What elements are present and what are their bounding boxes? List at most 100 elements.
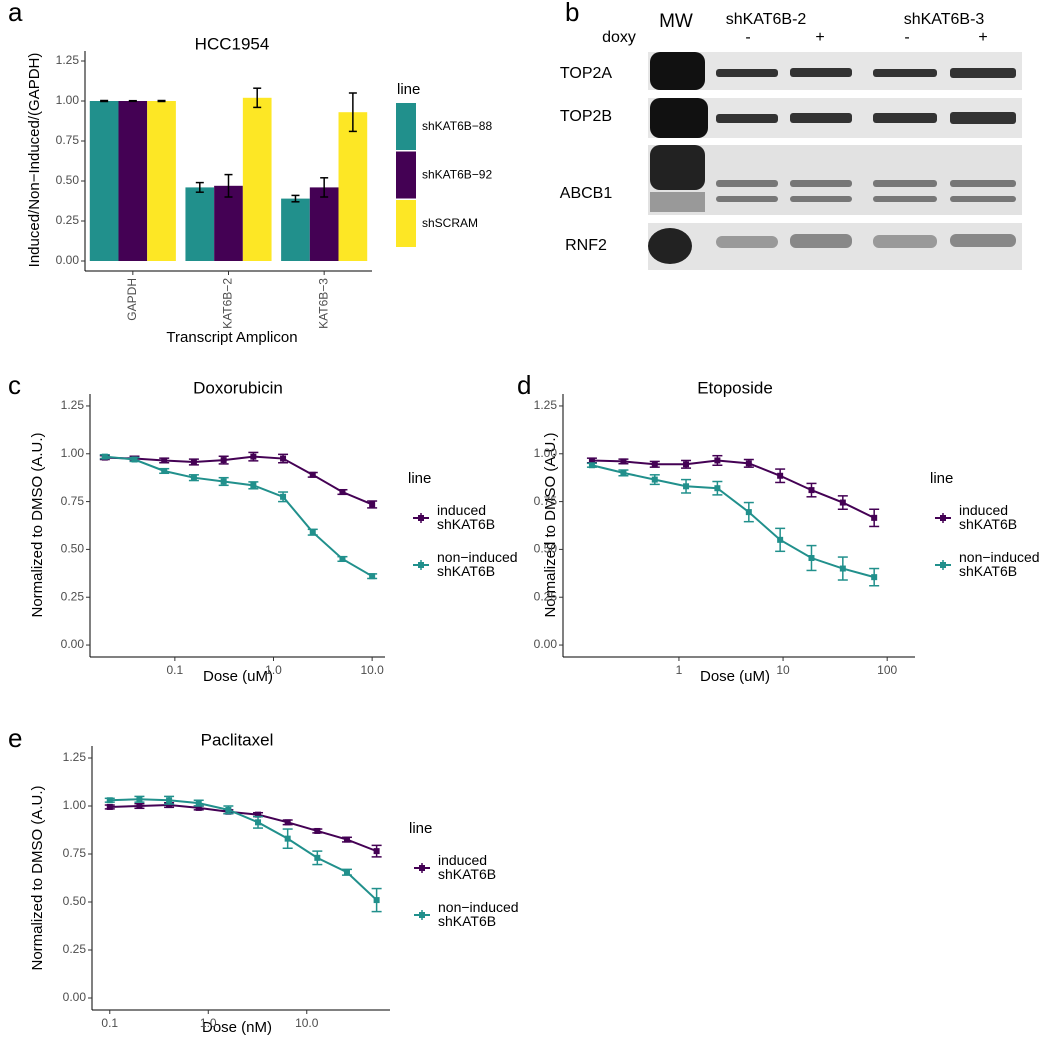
panel-label: b: [565, 0, 579, 27]
legend-key: [419, 912, 425, 918]
chart-title: Doxorubicin: [193, 378, 283, 397]
y-tick-label: 0.00: [534, 637, 558, 651]
mw-band: [650, 145, 705, 190]
bar: [309, 187, 339, 261]
x-tick-label: 1.0: [265, 663, 282, 677]
data-point: [280, 455, 287, 462]
y-tick-label: 0.75: [56, 133, 80, 147]
data-point: [255, 811, 262, 818]
data-point: [683, 461, 690, 468]
legend-label: shSCRAM: [422, 216, 478, 230]
y-tick-label: 0.50: [63, 894, 87, 908]
y-tick-label: 1.00: [56, 93, 80, 107]
legend-title: line: [409, 820, 432, 837]
data-point: [588, 462, 595, 469]
data-point: [106, 803, 113, 810]
data-point: [339, 489, 346, 496]
x-tick-label: 1: [676, 663, 683, 677]
data-point: [250, 482, 257, 489]
y-tick-label: 0.00: [61, 637, 85, 651]
x-tick-label: 10: [776, 663, 790, 677]
data-point: [620, 458, 627, 465]
data-point: [190, 474, 197, 481]
y-tick-label: 0.25: [56, 213, 80, 227]
data-point: [166, 802, 173, 809]
x-tick-label: 1.0: [200, 1016, 217, 1030]
mw-band: [648, 228, 692, 264]
legend-label: induced shKAT6B: [959, 502, 1018, 532]
data-point: [651, 476, 658, 483]
data-point: [161, 467, 168, 474]
treatment-mark: +: [815, 29, 824, 46]
panel-label: c: [8, 370, 21, 400]
series-line: [109, 798, 378, 901]
legend-key: [396, 200, 416, 247]
data-point: [871, 514, 878, 521]
y-tick-label: 1.25: [56, 53, 80, 67]
legend-title: line: [408, 470, 431, 487]
data-point: [314, 854, 321, 861]
data-point: [280, 493, 287, 500]
legend-label: induced shKAT6B: [437, 502, 496, 532]
data-point: [839, 499, 846, 506]
data-point: [714, 485, 721, 492]
series-line: [591, 464, 875, 579]
legend-title: line: [930, 470, 953, 487]
y-axis-title: Normalized to DMSO (A.U.): [29, 432, 46, 617]
data-point: [136, 803, 143, 809]
data-point: [871, 574, 878, 581]
y-tick-label: 0.75: [534, 494, 558, 508]
group-label: shKAT6B-3: [904, 11, 985, 28]
bar: [147, 101, 176, 261]
x-tick-label: 0.1: [101, 1016, 118, 1030]
bands: [716, 180, 1016, 248]
y-tick-label: 1.00: [63, 798, 87, 812]
y-axis-title: Normalized to DMSO (A.U.): [29, 785, 46, 970]
data-point: [588, 457, 595, 464]
legend-label: non−induced shKAT6B: [959, 549, 1040, 579]
series-line: [104, 455, 373, 506]
data-point: [136, 796, 143, 803]
data-point: [777, 472, 784, 479]
x-tick-label: KAT6B−2: [221, 278, 235, 329]
row-label: TOP2A: [560, 65, 613, 82]
data-point: [343, 869, 350, 876]
legend-label: non−induced shKAT6B: [437, 549, 518, 579]
legend-key: [418, 515, 424, 521]
legend-key: [419, 865, 425, 871]
x-tick-label: 0.1: [167, 663, 184, 677]
data-point: [131, 456, 138, 463]
data-point: [284, 835, 291, 842]
treatment-label: doxy: [602, 29, 636, 46]
data-point: [220, 457, 227, 464]
data-point: [284, 819, 291, 826]
legend-title: line: [397, 81, 420, 98]
y-tick-label: 1.00: [61, 446, 85, 460]
y-tick-label: 0.75: [61, 494, 85, 508]
y-axis-title: Normalized to DMSO (A.U.): [542, 432, 559, 617]
data-point: [220, 478, 227, 485]
y-tick-label: 0.25: [61, 589, 85, 603]
x-tick-label: 10.0: [360, 663, 384, 677]
data-point: [161, 457, 168, 464]
data-point: [250, 453, 257, 460]
data-point: [373, 848, 380, 855]
y-tick-label: 0.50: [61, 542, 85, 556]
bar: [214, 185, 243, 261]
legend-key: [940, 562, 946, 568]
mw-label: MW: [659, 11, 693, 32]
x-axis-title: Dose (uM): [700, 668, 770, 685]
legend-label: shKAT6B−88: [422, 119, 492, 133]
x-tick-label: 100: [877, 663, 897, 677]
western-blot: b MW shKAT6B-2 shKAT6B-3 doxy - + - + TO…: [560, 0, 1022, 270]
bar: [185, 187, 215, 261]
mw-band: [650, 52, 705, 90]
x-axis-title: Dose (uM): [203, 668, 273, 685]
data-point: [808, 555, 815, 562]
series-line: [109, 804, 377, 853]
y-tick-label: 0.75: [63, 846, 87, 860]
y-tick-label: 1.25: [63, 750, 87, 764]
bar: [338, 112, 368, 261]
y-tick-label: 1.25: [534, 398, 558, 412]
treatment-mark: -: [745, 29, 750, 46]
